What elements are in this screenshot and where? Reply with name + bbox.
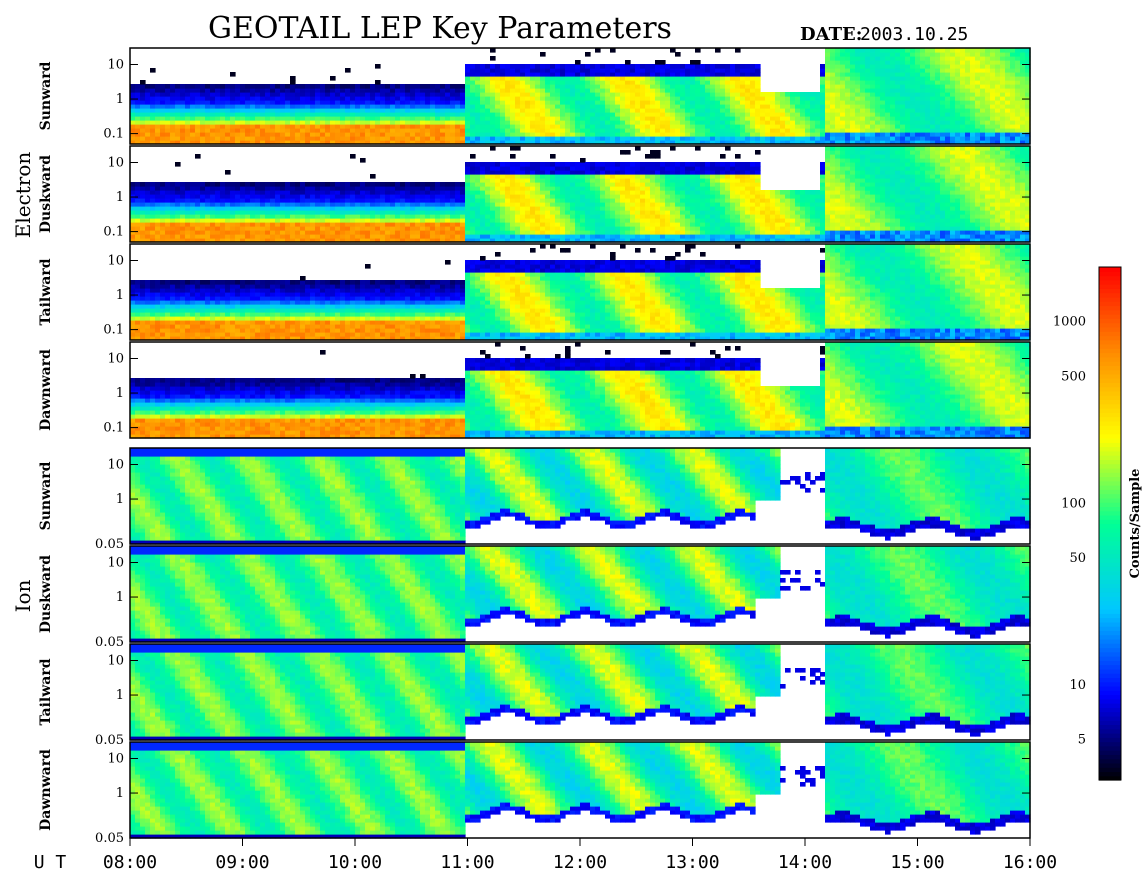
date-label: DATE: [800,24,862,45]
x-tick-label: 13:00 [665,852,719,873]
panel-ion-duskward: 0.05 1 10 Duskward [38,545,1031,650]
y-tick-label: 1 [116,92,124,107]
heatmap-cells [130,546,1031,643]
direction-label: Sunward [38,461,54,530]
direction-label: Tailward [38,658,54,725]
y-tick-label: 10 [107,653,124,668]
x-tick-label: 12:00 [553,852,607,873]
y-tick-label: 10 [107,751,124,766]
panel-electron-dawnward: 0.1 1 10 Dawnward [38,341,1031,439]
y-tick-label: 0.05 [95,733,124,748]
panel-ion-sunward: 0.05 1 10 Sunward [38,447,1031,552]
chart-title: GEOTAIL LEP Key Parameters [208,11,672,46]
y-tick-label: 10 [107,57,124,72]
x-axis-label: U T [34,852,67,873]
panel-frame [129,47,1031,145]
direction-label: Sunward [38,61,54,130]
y-tick-label: 10 [107,253,124,268]
panel-frame [129,341,1031,439]
x-tick-label: 15:00 [890,852,944,873]
heatmap-cells [130,146,1031,243]
panel-frame [129,145,1031,243]
x-tick-label: 11:00 [440,852,494,873]
panel-electron-tailward: 0.1 1 10 Tailward [38,243,1031,341]
y-tick-label: 1 [116,590,124,605]
direction-label: Duskward [38,155,54,233]
panel-electron-sunward: 0.1 1 10 Sunward [38,47,1031,145]
y-tick-label: 10 [107,155,124,170]
y-tick-label: 1 [116,688,124,703]
direction-label: Tailward [38,258,54,325]
heatmap-cells [130,448,1031,545]
panel-frame [129,447,1031,545]
y-tick-label: 0.1 [103,421,124,436]
y-tick-label: 0.05 [95,537,124,552]
colorbar-tick-label: 50 [1069,551,1086,566]
y-tick-label: 0.1 [103,225,124,240]
spectrogram-panels: 0.1 1 10 Sunward 0.1 1 10 Duskward 0.1 1 10 Tailwar… [38,47,1031,846]
heatmap-cells [130,48,1031,145]
y-tick-label: 1 [116,288,124,303]
panel-ion-tailward: 0.05 1 10 Tailward [38,643,1031,748]
heatmap-cells [130,244,1031,341]
y-tick-label: 1 [116,786,124,801]
y-tick-label: 0.05 [95,635,124,650]
y-tick-label: 1 [116,190,124,205]
panel-ion-dawnward: 0.05 1 10 Dawnward [38,741,1031,846]
panel-frame [129,545,1031,643]
y-tick-label: 10 [107,555,124,570]
panel-frame [129,643,1031,741]
group-labels: Electron Ion [11,152,35,613]
colorbar-tick-label: 100 [1061,496,1086,511]
heatmap-cells [130,742,1031,839]
y-tick-label: 1 [116,386,124,401]
direction-label: Duskward [38,555,54,633]
direction-label: Dawnward [38,349,54,431]
colorbar-tick-label: 1000 [1053,315,1086,330]
colorbar-frame [1098,266,1122,781]
heatmap-cells [130,644,1031,741]
y-tick-label: 1 [116,492,124,507]
heatmap-cells [130,342,1031,439]
colorbar-tick-label: 5 [1078,733,1086,748]
x-tick-label: 10:00 [328,852,382,873]
y-tick-label: 0.1 [103,323,124,338]
direction-label: Dawnward [38,749,54,831]
y-tick-label: 10 [107,457,124,472]
panel-frame [129,243,1031,341]
x-tick-label: 09:00 [215,852,269,873]
x-tick-label: 14:00 [778,852,832,873]
x-tick-label: 16:00 [1003,852,1057,873]
colorbar-tick-label: 500 [1061,369,1086,384]
y-tick-label: 0.1 [103,127,124,142]
panel-electron-duskward: 0.1 1 10 Duskward [38,145,1031,243]
x-tick-label: 08:00 [103,852,157,873]
date-value: 2003.10.25 [860,24,968,45]
colorbar-tick-label: 10 [1069,678,1086,693]
group-label-ion: Ion [11,579,35,612]
colorbar-label: Counts/Sample [1128,469,1142,579]
y-tick-label: 0.05 [95,831,124,846]
group-label-electron: Electron [11,152,35,239]
colorbar: 5 10 50 100 500 1000 Counts/Sample [1053,266,1142,781]
y-tick-label: 10 [107,351,124,366]
time-axis: U T 08:00 09:00 10:00 11:00 12:00 13:00 14:00 15… [34,838,1057,873]
